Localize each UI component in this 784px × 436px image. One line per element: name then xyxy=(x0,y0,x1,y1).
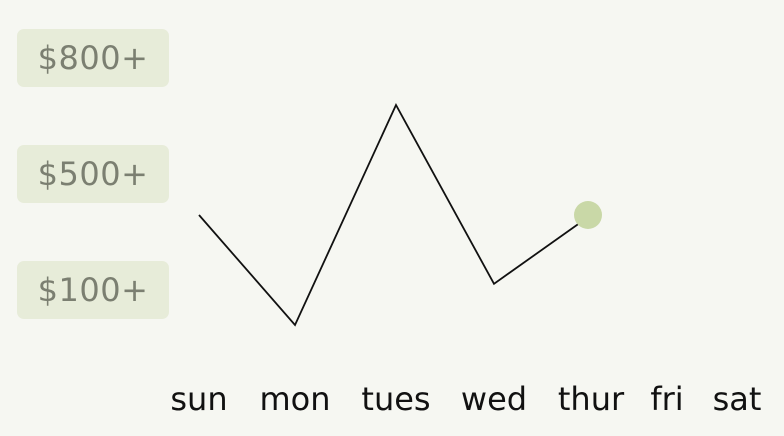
y-tick-label-500: $500+ xyxy=(17,145,169,203)
x-tick-label-tues: tues xyxy=(361,380,430,418)
y-tick-label-800: $800+ xyxy=(17,29,169,87)
y-tick-label-100: $100+ xyxy=(17,261,169,319)
x-tick-label-sun: sun xyxy=(170,380,227,418)
series-end-marker xyxy=(574,201,602,229)
x-tick-label-mon: mon xyxy=(259,380,330,418)
series-line xyxy=(198,102,592,327)
x-tick-label-wed: wed xyxy=(461,380,527,418)
x-tick-label-sat: sat xyxy=(713,380,762,418)
x-tick-label-thur: thur xyxy=(558,380,625,418)
x-tick-label-fri: fri xyxy=(650,380,683,418)
